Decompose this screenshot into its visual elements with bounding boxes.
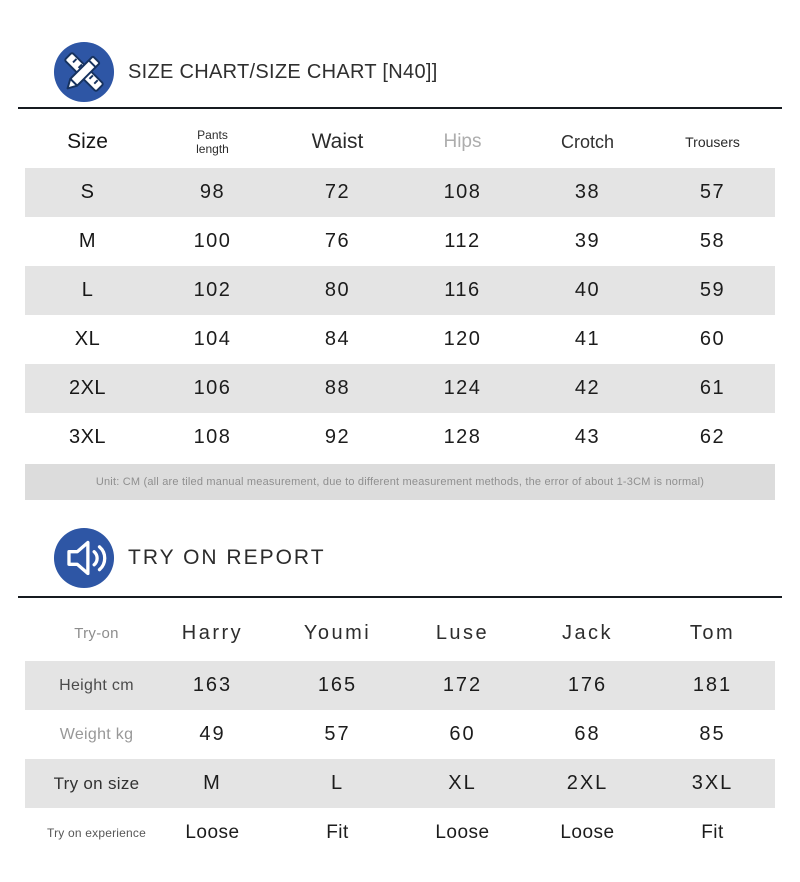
- cell-waist: 80: [324, 279, 351, 301]
- cell-height: 181: [692, 674, 733, 696]
- cell-try-on-size: M: [203, 772, 222, 794]
- column-header-hips: Hips: [443, 131, 482, 152]
- column-header-pants-length: Pants length: [196, 127, 229, 156]
- cell-experience: Fit: [701, 821, 724, 843]
- cell-crotch: 41: [574, 328, 601, 350]
- cell-try-on-size: L: [330, 772, 345, 794]
- cell-experience: Loose: [185, 821, 240, 843]
- corner-label-try-on: Try-on: [74, 624, 119, 642]
- try-on-row-weight: Weight kg 49 57 60 68 85: [25, 710, 775, 759]
- column-header-size: Size: [67, 130, 108, 153]
- speaker-icon: [53, 527, 115, 589]
- cell-waist: 72: [324, 181, 351, 203]
- cell-trousers: 59: [699, 279, 726, 301]
- cell-hips: 116: [444, 279, 481, 301]
- cell-pants-length: 100: [193, 230, 232, 252]
- cell-experience: Loose: [560, 821, 615, 843]
- row-label-weight-kg: Weight kg: [59, 725, 134, 743]
- row-label-try-on-experience: Try on experience: [46, 825, 146, 840]
- cell-weight: 49: [199, 723, 226, 745]
- cell-waist: 84: [324, 328, 351, 350]
- cell-trousers: 58: [699, 230, 726, 252]
- model-name-tom: Tom: [689, 621, 736, 644]
- size-table-header-row: Size Pants length Waist Hips Crotch Trou…: [25, 116, 775, 168]
- cell-hips: 108: [443, 181, 482, 203]
- cell-crotch: 39: [574, 230, 601, 252]
- cell-hips: 124: [443, 377, 482, 399]
- cell-height: 172: [442, 674, 483, 696]
- cell-experience: Fit: [326, 821, 349, 843]
- cell-weight: 85: [699, 723, 726, 745]
- cell-experience: Loose: [435, 821, 490, 843]
- cell-trousers: 62: [699, 426, 726, 448]
- cell-size: XL: [74, 328, 101, 350]
- cell-hips: 120: [443, 328, 482, 350]
- cell-height: 165: [317, 674, 358, 696]
- cell-crotch: 38: [574, 181, 601, 203]
- cell-pants-length: 98: [199, 181, 226, 203]
- try-on-row-experience: Try on experience Loose Fit Loose Loose …: [25, 808, 775, 857]
- section-divider: [18, 596, 782, 598]
- cell-trousers: 61: [699, 377, 726, 399]
- try-on-title: TRY ON REPORT: [128, 546, 326, 569]
- try-on-row-height: Height cm 163 165 172 176 181: [25, 661, 775, 710]
- cell-try-on-size: 3XL: [691, 772, 734, 794]
- column-header-trousers: Trousers: [685, 134, 740, 150]
- cell-waist: 92: [324, 426, 351, 448]
- try-on-section-header: TRY ON REPORT: [53, 526, 800, 590]
- cell-crotch: 40: [574, 279, 601, 301]
- cell-size: 3XL: [68, 426, 107, 448]
- cell-pants-length: 106: [193, 377, 232, 399]
- cell-height: 176: [567, 674, 608, 696]
- cell-waist: 76: [324, 230, 351, 252]
- row-label-try-on-size: Try on size: [53, 773, 140, 793]
- unit-note: Unit: CM (all are tiled manual measureme…: [25, 464, 775, 500]
- column-header-waist: Waist: [311, 130, 364, 153]
- cell-height: 163: [192, 674, 233, 696]
- cell-pants-length: 104: [193, 328, 232, 350]
- cell-weight: 57: [324, 723, 351, 745]
- size-chart-section-header: SIZE CHART/SIZE CHART [N40]]: [53, 40, 800, 104]
- cell-try-on-size: 2XL: [566, 772, 609, 794]
- size-table-row-m: M 100 76 112 39 58: [25, 217, 775, 266]
- cell-hips: 128: [443, 426, 482, 448]
- cell-waist: 88: [324, 377, 351, 399]
- size-table-row-l: L 102 80 116 40 59: [25, 266, 775, 315]
- size-table-row-2xl: 2XL 106 88 124 42 61: [25, 364, 775, 413]
- section-divider: [18, 107, 782, 109]
- column-header-crotch: Crotch: [560, 131, 614, 152]
- cell-size: M: [78, 230, 97, 252]
- cell-crotch: 43: [574, 426, 601, 448]
- cell-trousers: 60: [699, 328, 726, 350]
- size-chart-title: SIZE CHART/SIZE CHART [N40]]: [128, 60, 438, 83]
- try-on-table: Try-on Harry Youmi Luse Jack Tom Height …: [25, 605, 775, 857]
- size-table-row-s: S 98 72 108 38 57: [25, 168, 775, 217]
- try-on-row-size: Try on size M L XL 2XL 3XL: [25, 759, 775, 808]
- cell-trousers: 57: [699, 181, 726, 203]
- cell-size: 2XL: [68, 377, 107, 399]
- pencil-ruler-icon: [53, 41, 115, 103]
- cell-weight: 68: [574, 723, 601, 745]
- try-on-header-row: Try-on Harry Youmi Luse Jack Tom: [25, 605, 775, 661]
- size-table: Size Pants length Waist Hips Crotch Trou…: [25, 116, 775, 500]
- model-name-youmi: Youmi: [303, 621, 372, 644]
- model-name-luse: Luse: [435, 621, 490, 644]
- cell-size: L: [81, 279, 94, 301]
- size-table-row-3xl: 3XL 108 92 128 43 62: [25, 413, 775, 462]
- cell-hips: 112: [444, 230, 481, 252]
- model-name-jack: Jack: [561, 621, 614, 644]
- cell-pants-length: 108: [193, 426, 232, 448]
- model-name-harry: Harry: [181, 621, 244, 644]
- cell-try-on-size: XL: [448, 772, 477, 794]
- cell-weight: 60: [449, 723, 476, 745]
- size-table-row-xl: XL 104 84 120 41 60: [25, 315, 775, 364]
- row-label-height-cm: Height cm: [59, 676, 134, 694]
- cell-crotch: 42: [574, 377, 601, 399]
- cell-pants-length: 102: [193, 279, 232, 301]
- cell-size: S: [80, 181, 95, 203]
